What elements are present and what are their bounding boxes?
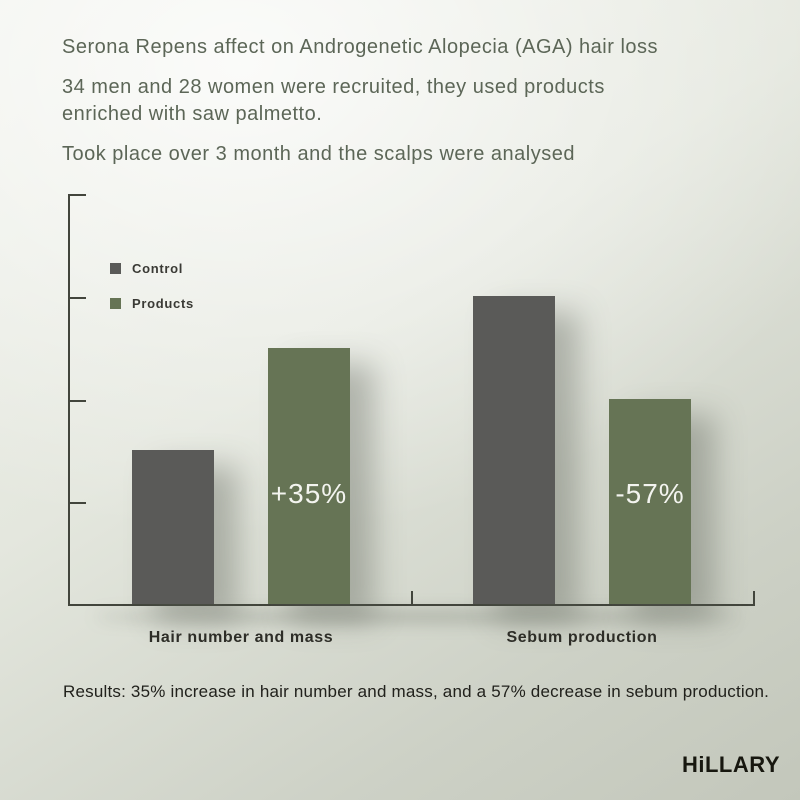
y-axis-tick [70, 297, 86, 299]
y-axis-tick [70, 194, 86, 196]
x-axis-tick [753, 591, 755, 604]
brand-logo: HiLLARY [681, 752, 780, 777]
bar-control-1 [132, 450, 214, 604]
y-axis-tick [70, 502, 86, 504]
bar-control-2 [473, 296, 555, 604]
study-description: 34 men and 28 women were recruited, they… [62, 74, 605, 128]
legend-label: Products [132, 296, 194, 311]
study-description-line-2: enriched with saw palmetto. [62, 103, 323, 125]
x-axis-tick [411, 591, 413, 604]
study-description-line-1: 34 men and 28 women were recruited, they… [62, 76, 605, 98]
page-title: Serona Repens affect on Androgenetic Alo… [62, 36, 659, 58]
duration-description: Took place over 3 month and the scalps w… [62, 143, 575, 165]
legend-swatch-icon [110, 263, 121, 274]
y-axis-line [68, 194, 70, 606]
results-text: Results: 35% increase in hair number and… [63, 682, 770, 701]
baseline-shadow [95, 611, 740, 622]
legend-swatch-icon [110, 298, 121, 309]
bar-products-2: -57% [609, 399, 691, 604]
bar-value-label: -57% [615, 478, 685, 509]
legend-item-products: Products [110, 296, 194, 311]
chart-legend: Control Products [110, 261, 194, 311]
bar-products-1: +35% [268, 348, 350, 604]
x-axis-line [68, 604, 755, 606]
bar-value-label: +35% [270, 478, 348, 509]
y-axis-tick [70, 400, 86, 402]
category-label-2: Sebum production [506, 629, 658, 646]
category-label-1: Hair number and mass [148, 629, 334, 646]
legend-label: Control [132, 261, 184, 276]
legend-item-control: Control [110, 261, 194, 276]
